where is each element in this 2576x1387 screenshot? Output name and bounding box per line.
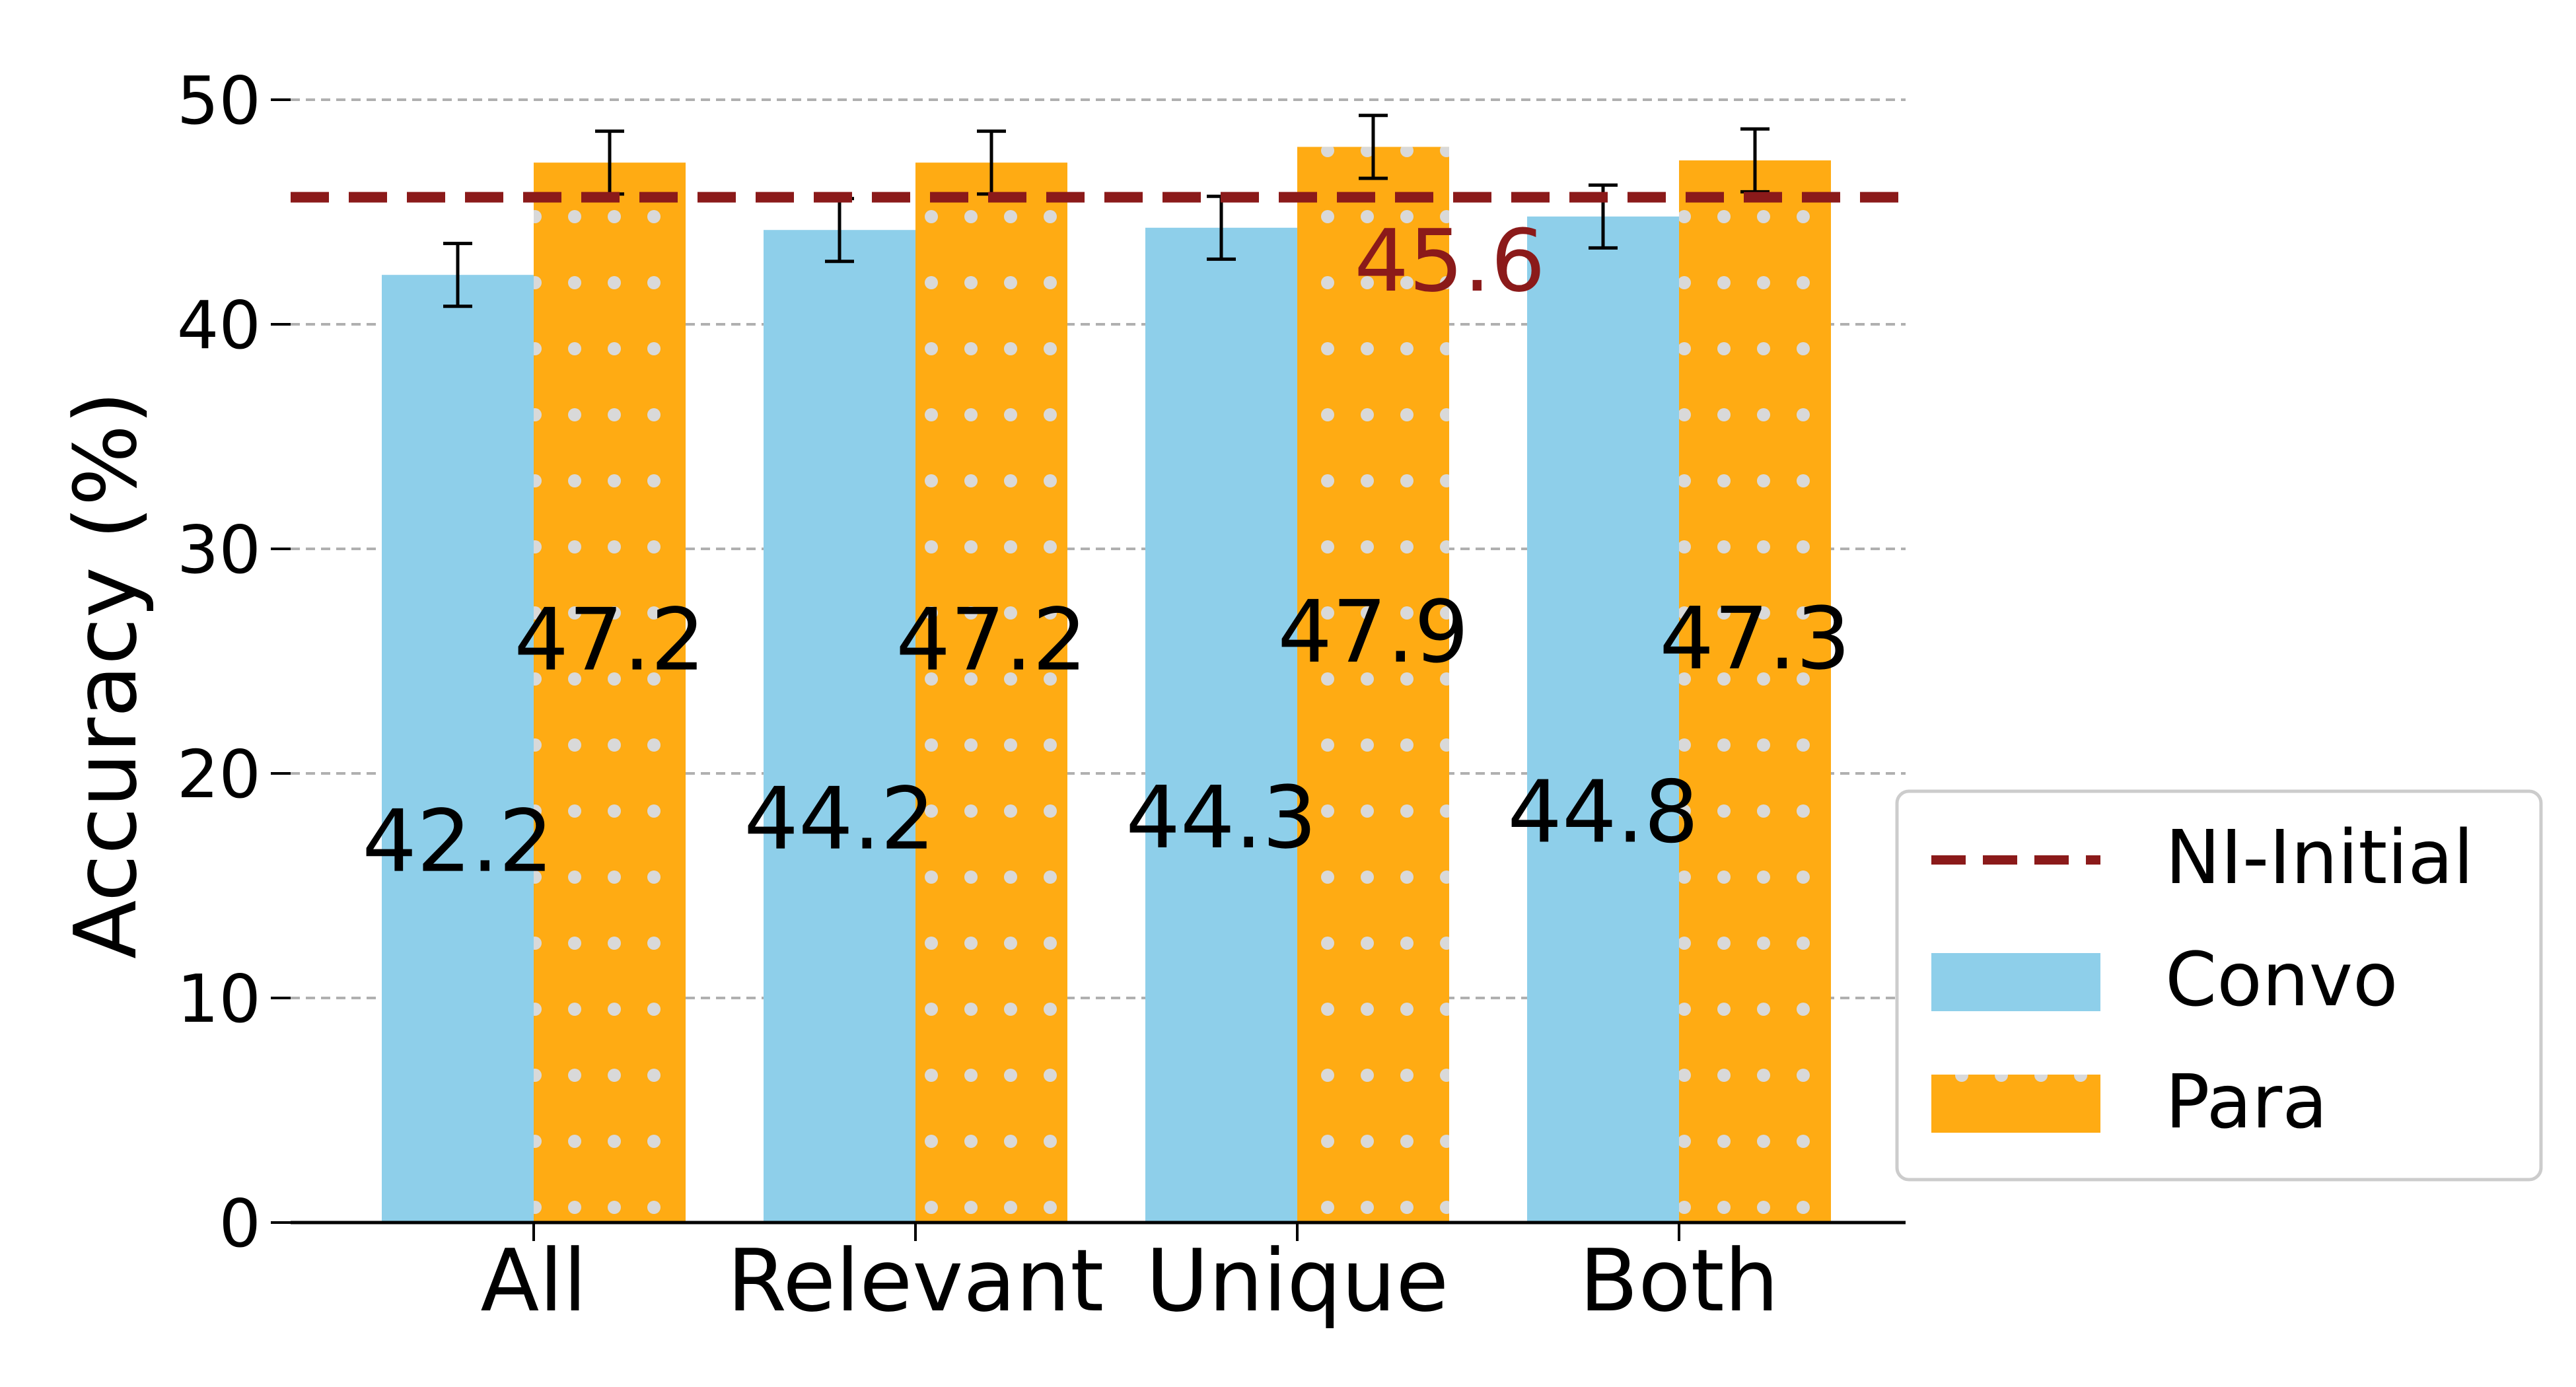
y-tick-label: 30 <box>177 511 261 588</box>
x-tick-label: Relevant <box>727 1230 1104 1331</box>
legend: NI-Initial Convo Para <box>1895 789 2543 1182</box>
y-tick-label: 0 <box>219 1185 261 1262</box>
legend-label-convo: Convo <box>2165 937 2398 1023</box>
x-tick-label: Unique <box>1146 1230 1449 1331</box>
reference-line-label: 45.6 <box>1354 211 1545 311</box>
legend-label-para: Para <box>2165 1059 2328 1145</box>
value-label-para: 47.2 <box>896 590 1087 690</box>
value-label-para: 47.2 <box>514 590 705 690</box>
y-tick-label: 10 <box>177 960 261 1038</box>
bar-convo <box>382 275 534 1223</box>
y-ticks: 0 10 20 30 40 50 <box>177 62 291 1262</box>
y-axis-label: Accuracy (%) <box>55 391 156 959</box>
y-tick-label: 50 <box>177 62 261 139</box>
x-ticks: All Relevant Unique Both <box>480 1223 1779 1331</box>
value-label-para: 47.3 <box>1659 588 1850 689</box>
bar-para-dots <box>1297 147 1449 1223</box>
x-tick-label: All <box>480 1230 587 1331</box>
legend-swatch-convo <box>1931 953 2100 1011</box>
value-label-convo: 44.8 <box>1507 762 1698 862</box>
bar-convo <box>764 230 915 1223</box>
reference-line-group: 45.6 <box>291 192 1906 311</box>
bars <box>382 147 1831 1223</box>
y-tick-label: 40 <box>177 287 261 364</box>
legend-swatch-para-dots <box>1931 1075 2100 1133</box>
value-labels: 42.2 47.2 44.2 47.2 44.3 47.9 44.8 47.3 <box>362 582 1850 892</box>
bar-convo <box>1527 216 1679 1223</box>
value-label-para: 47.9 <box>1277 582 1468 682</box>
y-tick-label: 20 <box>177 736 261 813</box>
bar-para-dots <box>1679 160 1831 1223</box>
bar-para-dots <box>915 162 1067 1223</box>
legend-label-ni-initial: NI-Initial <box>2165 815 2474 901</box>
x-tick-label: Both <box>1579 1230 1779 1331</box>
value-label-convo: 44.3 <box>1126 767 1316 868</box>
value-label-convo: 42.2 <box>362 791 553 892</box>
bar-convo <box>1145 227 1297 1223</box>
value-label-convo: 44.2 <box>744 769 935 869</box>
bar-para-dots <box>534 162 686 1223</box>
